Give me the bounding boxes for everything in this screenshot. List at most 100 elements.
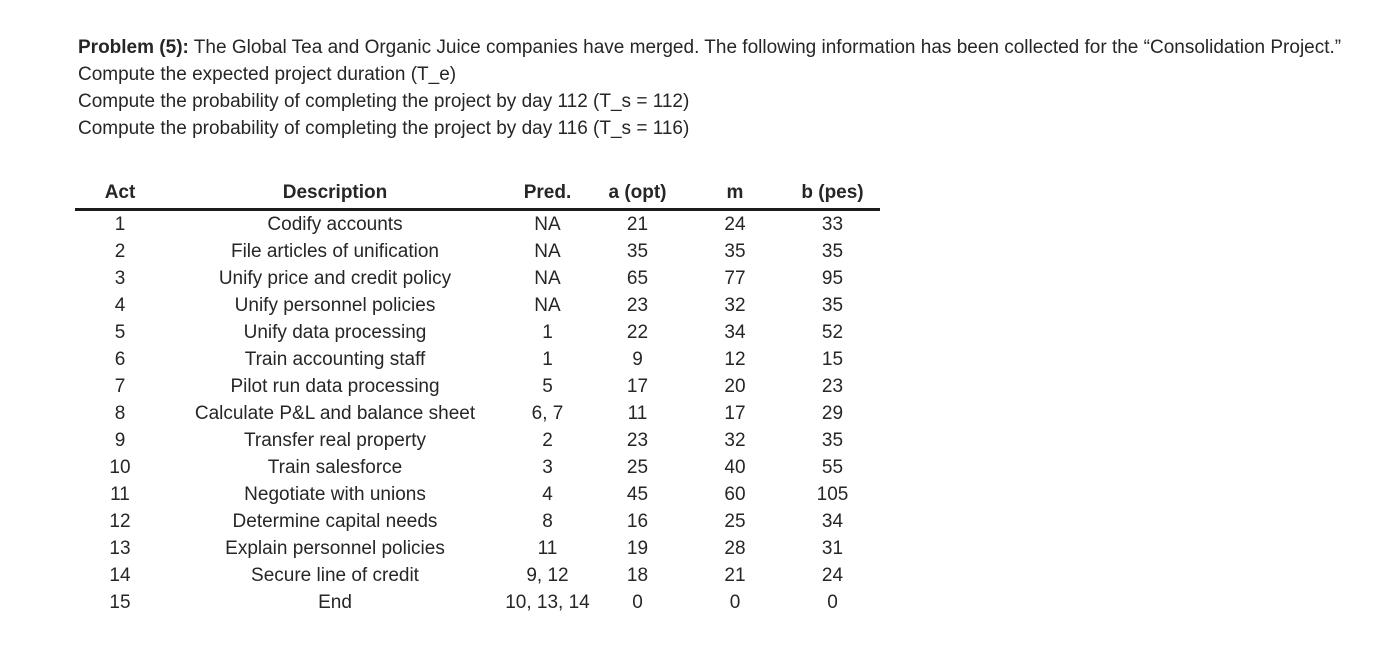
table-cell: 3 (542, 456, 553, 478)
table-cell: 12 (724, 348, 746, 370)
table-cell: Transfer real property (244, 429, 426, 451)
table-cell: Pilot run data processing (230, 375, 440, 397)
table-cell: 18 (626, 564, 649, 586)
table-cell: 2 (542, 429, 553, 451)
table-cell: Determine capital needs (232, 510, 438, 532)
col-header-description: Description (165, 180, 505, 211)
table-cell: 65 (626, 267, 649, 289)
document: Problem (5): The Global Tea and Organic … (75, 34, 1388, 616)
table-cell: 1 (542, 348, 553, 370)
table-cell: 4 (114, 294, 126, 316)
table-cell: 8 (114, 402, 126, 424)
table-cell: Secure line of credit (251, 564, 419, 586)
table-cell: Unify price and credit policy (218, 267, 452, 289)
problem-intro-text: The Global Tea and Organic Juice compani… (193, 37, 1342, 58)
table-cell: NA (534, 267, 561, 289)
table-cell: 7 (114, 375, 126, 397)
col-header-b-pes: b (pes) (785, 180, 880, 211)
col-header-act: Act (75, 180, 165, 211)
table-cell: 55 (821, 456, 844, 478)
table-cell: 23 (626, 429, 649, 451)
table-cell: 28 (724, 537, 746, 559)
table-cell: NA (534, 213, 561, 235)
table-row: 5 Unify data processing 1 22 34 52 (75, 319, 880, 346)
table-cell: 2 (114, 240, 126, 262)
task-line-2: Compute the probability of completing th… (78, 91, 690, 112)
table-cell: 32 (724, 294, 746, 316)
table-cell: 14 (109, 564, 131, 586)
table-cell: 9 (114, 429, 126, 451)
table-cell: Calculate P&L and balance sheet (194, 402, 476, 424)
activity-table: Act Description Pred. a (opt) m b (pes) … (75, 180, 880, 616)
table-cell: 24 (821, 564, 844, 586)
table-cell: 6, 7 (531, 402, 564, 424)
table-cell: 17 (724, 402, 746, 424)
table-cell: 15 (109, 591, 131, 613)
table-cell: 3 (114, 267, 126, 289)
table-cell: 25 (626, 456, 649, 478)
table-cell: 5 (114, 321, 126, 343)
col-header-a-opt: a (opt) (590, 180, 685, 211)
table-row: 10 Train salesforce 3 25 40 55 (75, 454, 880, 481)
table-cell: 60 (724, 483, 746, 505)
table-cell: 1 (542, 321, 553, 343)
table-row: 15 End 10, 13, 14 0 0 0 (75, 589, 880, 616)
table-cell: 21 (724, 564, 746, 586)
table-cell: 0 (729, 591, 741, 613)
table-cell: 45 (626, 483, 649, 505)
table-cell: 34 (724, 321, 746, 343)
table-row: 1 Codify accounts NA 21 24 33 (75, 210, 880, 239)
table-cell: 22 (626, 321, 649, 343)
task-line-3: Compute the probability of completing th… (78, 118, 690, 139)
table-cell: 11 (110, 483, 130, 505)
table-row: 14 Secure line of credit 9, 12 18 21 24 (75, 562, 880, 589)
table-body: 1 Codify accounts NA 21 24 33 2 File articles o… (75, 210, 880, 617)
table-cell: 31 (821, 537, 844, 559)
table-row: 9 Transfer real property 2 23 32 35 (75, 427, 880, 454)
table-cell: 95 (821, 267, 844, 289)
table-cell: 32 (724, 429, 746, 451)
col-header-pred: Pred. (505, 180, 590, 211)
table-cell: 24 (724, 213, 746, 235)
table-cell: 12 (109, 510, 131, 532)
table-row: 7 Pilot run data processing 5 17 20 23 (75, 373, 880, 400)
table-cell: 9 (632, 348, 643, 370)
table-cell: 105 (816, 483, 849, 505)
table-cell: Negotiate with unions (244, 483, 426, 505)
table-row: 11 Negotiate with unions 4 45 60 105 (75, 481, 880, 508)
table-cell: 16 (626, 510, 649, 532)
table-row: 3 Unify price and credit policy NA 65 77 95 (75, 265, 880, 292)
table-cell: 11 (537, 537, 558, 559)
table-cell: 19 (626, 537, 649, 559)
task-line-1: Compute the expected project duration (T… (78, 64, 457, 85)
table-cell: NA (534, 240, 561, 262)
table-cell: 35 (821, 240, 844, 262)
table-cell: 29 (821, 402, 844, 424)
table-cell: 20 (724, 375, 746, 397)
col-header-m: m (685, 180, 785, 211)
problem-statement: Problem (5): The Global Tea and Organic … (78, 34, 1388, 61)
table-cell: 23 (626, 294, 649, 316)
table-cell: 77 (724, 267, 746, 289)
table-row: 6 Train accounting staff 1 9 12 15 (75, 346, 880, 373)
table-cell: 4 (542, 483, 553, 505)
table-cell: 6 (114, 348, 126, 370)
table-cell: Unify data processing (243, 321, 427, 343)
table-cell: NA (534, 294, 561, 316)
table-cell: 9, 12 (526, 564, 569, 586)
table-cell: 34 (821, 510, 844, 532)
table-cell: 11 (627, 402, 648, 424)
table-cell: 23 (821, 375, 844, 397)
table-cell: Train salesforce (267, 456, 403, 478)
table-cell: Codify accounts (267, 213, 403, 235)
table-cell: Train accounting staff (244, 348, 426, 370)
table-cell: End (318, 591, 352, 613)
table-cell: 52 (821, 321, 844, 343)
table-row: 13 Explain personnel policies 11 19 28 31 (75, 535, 880, 562)
table-row: 8 Calculate P&L and balance sheet 6, 7 11 17… (75, 400, 880, 427)
table-cell: 35 (626, 240, 649, 262)
table-cell: 10, 13, 14 (505, 591, 590, 613)
problem-label: Problem (5): (78, 37, 189, 58)
table-cell: Unify personnel policies (234, 294, 436, 316)
table-cell: 40 (724, 456, 746, 478)
